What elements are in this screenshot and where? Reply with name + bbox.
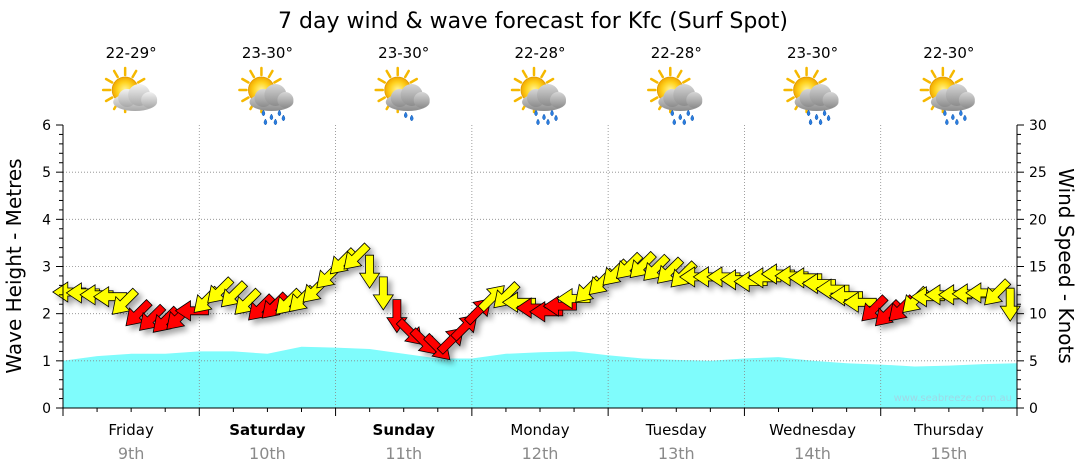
wind-arrow xyxy=(372,276,395,311)
temperature-range-tuesday: 22-28° xyxy=(651,44,702,62)
showers-icon xyxy=(510,66,566,126)
temperature-range-wednesday: 23-30° xyxy=(787,44,838,62)
left-axis-title: Wave Height - Metres xyxy=(2,158,26,373)
wind-arrow xyxy=(861,294,889,322)
day-name-wednesday: Wednesday xyxy=(769,421,856,439)
wind-arrow xyxy=(984,278,1012,306)
temperature-row: 22-29° 23-30° 23-30° 22-28° 22-28° 23-30° 22-3… xyxy=(106,44,975,62)
rain-drops xyxy=(403,111,414,122)
cloud-shape xyxy=(794,84,839,111)
left-axis-ticks: 0 1 2 3 4 5 6 xyxy=(42,118,63,417)
showers-icon xyxy=(647,66,703,126)
right-tick-label: 0 xyxy=(1029,401,1038,417)
temperature-range-sunday: 23-30° xyxy=(378,44,429,62)
cloud-shape xyxy=(930,84,975,111)
right-tick-label: 30 xyxy=(1029,118,1047,134)
partly-cloudy-icon xyxy=(101,66,158,114)
wind-arrow xyxy=(643,253,671,281)
showers-icon xyxy=(238,66,294,126)
wind-arrows xyxy=(52,242,1021,361)
day-name-saturday: Saturday xyxy=(229,421,306,439)
chart-title: 7 day wind & wave forecast for Kfc (Surf… xyxy=(278,9,788,34)
day-name-thursday: Thursday xyxy=(913,421,984,439)
day-date-wednesday: 14th xyxy=(794,444,831,463)
day-date-sunday: 11th xyxy=(385,444,422,463)
temperature-range-thursday: 22-30° xyxy=(923,44,974,62)
temperature-range-saturday: 23-30° xyxy=(242,44,293,62)
wind-arrow xyxy=(842,291,877,314)
wind-arrow xyxy=(616,251,644,280)
cloud-shape xyxy=(249,84,294,111)
right-axis-ticks: 0 5 10 15 20 25 30 xyxy=(1017,118,1047,417)
rain-drops xyxy=(806,109,831,126)
wind-arrow xyxy=(234,287,262,315)
wind-arrow xyxy=(92,285,128,308)
showers-icon xyxy=(919,66,975,126)
axes: 0 1 2 3 4 5 6 0 5 10 15 20 25 30 xyxy=(42,118,1047,417)
cloud-shape xyxy=(113,84,158,111)
wind-arrow xyxy=(343,242,371,270)
day-name-monday: Monday xyxy=(510,421,569,439)
rain-drops xyxy=(261,109,286,126)
rain-drops xyxy=(670,109,695,126)
day-date-friday: 9th xyxy=(118,444,145,463)
wind-arrow xyxy=(111,287,140,315)
right-tick-label: 5 xyxy=(1029,354,1038,370)
bottom-axis-ticks xyxy=(62,408,1018,416)
wind-arrow xyxy=(656,256,685,284)
day-name-sunday: Sunday xyxy=(373,421,436,439)
left-tick-label: 4 xyxy=(42,212,51,228)
day-date-tuesday: 13th xyxy=(658,444,695,463)
left-tick-label: 5 xyxy=(42,165,51,181)
left-tick-label: 0 xyxy=(42,401,51,417)
right-tick-label: 10 xyxy=(1029,307,1047,323)
day-name-friday: Friday xyxy=(108,421,154,439)
wind-arrow xyxy=(828,284,863,307)
wind-arrow xyxy=(999,287,1021,322)
wave-height-area xyxy=(63,346,1017,408)
left-tick-label: 2 xyxy=(42,307,51,323)
wind-arrow xyxy=(248,293,276,321)
cloud-shape xyxy=(385,84,430,111)
day-date-thursday: 15th xyxy=(930,444,967,463)
day-name-tuesday: Tuesday xyxy=(645,421,707,439)
right-tick-label: 20 xyxy=(1029,212,1047,228)
right-tick-label: 25 xyxy=(1029,165,1047,181)
light-rain-icon xyxy=(374,66,430,122)
right-axis-title: Wind Speed - Knots xyxy=(1054,168,1078,364)
day-date-saturday: 10th xyxy=(249,444,286,463)
wind-arrow xyxy=(706,266,741,288)
rain-drops xyxy=(534,109,558,126)
wind-arrow xyxy=(139,303,167,331)
rain-drops xyxy=(943,109,967,126)
left-tick-label: 1 xyxy=(42,354,51,370)
day-labels: Friday 9th Saturday 10th Sunday 11th Monday 12t… xyxy=(108,421,983,463)
wind-arrow xyxy=(220,280,249,308)
temperature-range-friday: 22-29° xyxy=(106,44,157,62)
cloud-shape xyxy=(658,84,703,111)
plot-area: www.seabreeze.com.au xyxy=(52,125,1021,408)
wind-arrow xyxy=(125,298,153,327)
watermark: www.seabreeze.com.au xyxy=(894,393,1012,404)
left-tick-label: 6 xyxy=(42,118,51,134)
day-date-monday: 12th xyxy=(522,444,559,463)
weather-icon-row xyxy=(101,66,975,126)
cloud-shape xyxy=(522,84,566,111)
wind-arrow xyxy=(358,254,381,289)
wind-arrow xyxy=(815,278,850,300)
wind-arrow xyxy=(207,276,235,304)
wind-arrow xyxy=(629,250,657,279)
left-tick-label: 3 xyxy=(42,260,51,276)
right-tick-label: 15 xyxy=(1029,260,1047,276)
temperature-range-monday: 22-28° xyxy=(514,44,565,62)
showers-icon xyxy=(783,66,839,126)
